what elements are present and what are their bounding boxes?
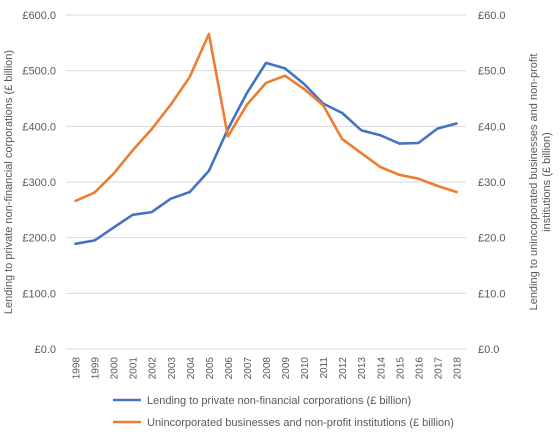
x-tick-label: 2001 bbox=[129, 357, 140, 380]
left-tick-label: £300.0 bbox=[22, 177, 56, 189]
right-axis-title-line2: institutions (£ billion) bbox=[541, 132, 553, 232]
right-tick-label: £50.0 bbox=[478, 66, 506, 78]
right-axis-tick-labels: £0.0 £10.0 £20.0 £30.0 £40.0 £50.0 £60.0 bbox=[478, 10, 506, 356]
right-axis-title-line1: Lending to unincorporated businesses and… bbox=[528, 54, 540, 311]
x-tick-label: 2006 bbox=[224, 357, 235, 380]
x-tick-label: 2016 bbox=[414, 357, 425, 380]
x-tick-label: 2005 bbox=[205, 357, 216, 380]
x-tick-label: 2011 bbox=[319, 357, 330, 379]
left-tick-label: £100.0 bbox=[22, 288, 56, 300]
right-tick-label: £20.0 bbox=[478, 233, 506, 245]
x-tick-label: 2004 bbox=[186, 357, 197, 380]
right-tick-label: £30.0 bbox=[478, 177, 506, 189]
left-tick-label: £0.0 bbox=[35, 344, 56, 356]
x-tick-label: 2015 bbox=[395, 357, 406, 380]
x-tick-label: 2003 bbox=[167, 357, 178, 380]
x-tick-label: 2014 bbox=[376, 357, 387, 380]
x-tick-label: 2000 bbox=[110, 357, 121, 380]
x-tick-label: 2010 bbox=[300, 357, 311, 380]
legend: Lending to private non-financial corpora… bbox=[113, 395, 454, 429]
left-axis-tick-labels: £0.0 £100.0 £200.0 £300.0 £400.0 £500.0 £600.0 bbox=[22, 10, 56, 356]
series-lines bbox=[74, 32, 458, 246]
x-tick-label: 2007 bbox=[243, 357, 254, 380]
left-tick-label: £200.0 bbox=[22, 233, 56, 245]
series-line-2 bbox=[74, 32, 458, 203]
x-tick-label: 1999 bbox=[91, 357, 102, 380]
x-tick-label: 1998 bbox=[72, 357, 83, 380]
gridlines bbox=[66, 14, 466, 350]
x-tick-label: 2013 bbox=[357, 357, 368, 380]
left-tick-label: £600.0 bbox=[22, 10, 56, 22]
right-tick-label: £60.0 bbox=[478, 10, 506, 22]
left-tick-label: £500.0 bbox=[22, 66, 56, 78]
left-tick-label: £400.0 bbox=[22, 121, 56, 133]
x-tick-label: 2012 bbox=[338, 357, 349, 380]
left-axis-title: Lending to private non-financial corpora… bbox=[3, 50, 15, 314]
right-tick-label: £40.0 bbox=[478, 121, 506, 133]
right-tick-label: £0.0 bbox=[478, 344, 499, 356]
x-tick-label: 2009 bbox=[281, 357, 292, 380]
x-tick-label: 2002 bbox=[148, 357, 159, 380]
right-tick-label: £10.0 bbox=[478, 288, 506, 300]
x-axis-tick-labels: 1998 1999 2000 2001 2002 2003 2004 2005 2006 2007… bbox=[72, 357, 464, 380]
series-line-1 bbox=[74, 61, 458, 246]
legend-label-1: Lending to private non-financial corpora… bbox=[147, 395, 411, 407]
x-tick-label: 2008 bbox=[262, 357, 273, 380]
legend-label-2: Unincorporated businesses and non-profit… bbox=[147, 417, 454, 429]
x-tick-label: 2017 bbox=[433, 357, 444, 380]
x-tick-label: 2018 bbox=[452, 357, 463, 380]
